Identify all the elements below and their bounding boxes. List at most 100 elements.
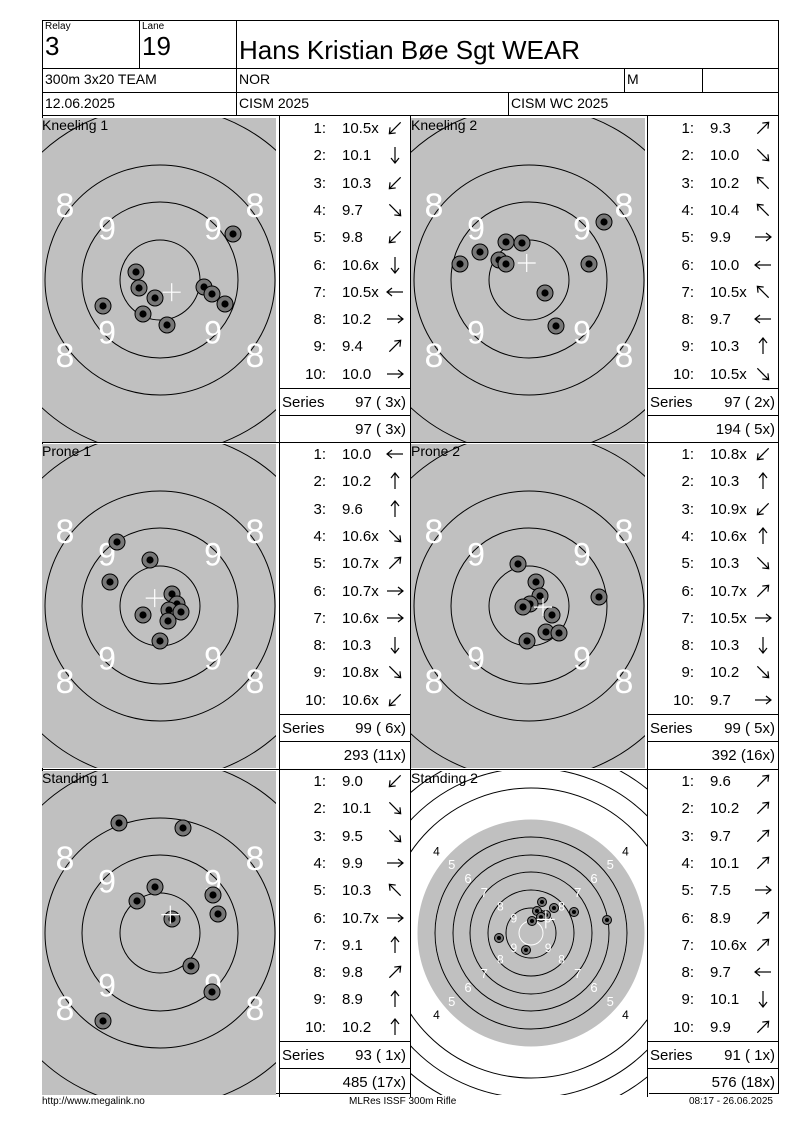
relay-cell: Relay 3 <box>43 21 140 68</box>
shot-hole <box>146 289 164 307</box>
footer-right: 08:17 - 26.06.2025 <box>689 1096 773 1107</box>
shot-number: 2: <box>313 147 326 165</box>
shot-number: 9: <box>313 991 326 1009</box>
panel-title: Kneeling 1 <box>42 118 109 133</box>
cumulative-total-row: 392 (16x) <box>648 741 779 769</box>
svg-text:6: 6 <box>464 871 471 886</box>
shot-score: 9.6 <box>710 773 731 790</box>
shot-score: 10.3 <box>710 555 740 573</box>
shot-number: 3: <box>681 500 694 518</box>
shot-number: 4: <box>313 527 326 545</box>
shot-number: 2: <box>681 473 694 491</box>
shot-score: 10.2 <box>342 1018 372 1036</box>
shot-hole <box>203 285 221 303</box>
shot-row: 1: 10.8x <box>648 441 779 468</box>
shot-hole <box>172 603 190 621</box>
series-total: 93 ( 1x) <box>355 1047 406 1064</box>
event-name: 300m 3x20 TEAM <box>45 71 157 87</box>
shot-score: 9.7 <box>342 201 363 219</box>
direction-arrow-icon <box>384 550 406 577</box>
competition-cell: CISM 2025 <box>237 93 509 115</box>
shot-number: 9: <box>313 664 326 682</box>
lane-value: 19 <box>142 31 171 61</box>
direction-arrow-icon <box>752 279 774 306</box>
shot-score: 10.3 <box>710 637 740 655</box>
shot-number: 1: <box>313 120 326 137</box>
shot-row: 5: 9.9 <box>648 224 779 251</box>
target-2: 8 8 8 8 9 9 9 9 Kneeling 2 <box>411 118 645 442</box>
direction-arrow-icon <box>752 959 774 986</box>
direction-arrow-icon <box>384 142 406 169</box>
panel-title: Standing 2 <box>411 771 478 786</box>
shot-row: 8: 10.3 <box>280 632 410 659</box>
shot-row: 7: 10.5x <box>280 279 410 306</box>
shot-row: 1: 10.0 <box>280 441 410 468</box>
shot-hole <box>536 284 554 302</box>
svg-text:6: 6 <box>464 980 471 995</box>
shot-score: 10.1 <box>342 800 372 818</box>
shot-row: 2: 10.0 <box>648 142 779 169</box>
shot-hole <box>209 905 227 923</box>
lane-label: Lane <box>142 21 165 32</box>
shot-number: 2: <box>313 473 326 491</box>
direction-arrow-icon <box>752 768 774 795</box>
shot-score: 9.8 <box>342 964 363 982</box>
shot-row: 5: 10.3 <box>648 550 779 577</box>
footer-center: MLRes ISSF 300m Rifle <box>349 1096 457 1107</box>
score-column-1: 1: 10.5x 2: 10.1 3: 10.3 4: 9.7 5: 9.8 6: 10.6x 7: 10… <box>279 116 411 444</box>
shot-number: 9: <box>681 338 694 356</box>
direction-arrow-icon <box>752 523 774 550</box>
shot-number: 4: <box>313 201 326 219</box>
shot-hole <box>134 305 152 323</box>
shot-number: 1: <box>681 773 694 790</box>
svg-text:9: 9 <box>98 315 116 351</box>
cumulative-total-row: 194 ( 5x) <box>648 415 779 443</box>
direction-arrow-icon <box>752 142 774 169</box>
shot-number: 6: <box>681 256 694 274</box>
shot-row: 5: 7.5 <box>648 877 779 904</box>
svg-text:8: 8 <box>56 187 75 225</box>
direction-arrow-icon <box>384 877 406 904</box>
shot-score: 10.6x <box>710 527 747 545</box>
shot-hole <box>451 255 469 273</box>
panel-title: Prone 1 <box>42 444 92 459</box>
direction-arrow-icon <box>752 115 774 142</box>
shot-score: 10.5x <box>710 365 747 383</box>
direction-arrow-icon <box>384 306 406 333</box>
shot-row: 3: 10.9x <box>648 496 779 523</box>
shot-score: 10.7x <box>342 555 379 573</box>
shot-score: 10.2 <box>710 800 740 818</box>
svg-text:9: 9 <box>98 864 116 900</box>
cumulative-total-row: 97 ( 3x) <box>280 415 410 443</box>
target-face-2: 8 88 89 99 9 <box>411 118 645 442</box>
direction-arrow-icon <box>752 252 774 279</box>
direction-arrow-icon <box>384 659 406 686</box>
shot-number: 2: <box>313 800 326 818</box>
shot-number: 6: <box>681 582 694 600</box>
series-label: Series <box>650 394 693 411</box>
svg-text:8: 8 <box>497 900 504 914</box>
shot-number: 5: <box>313 555 326 573</box>
direction-arrow-icon <box>384 441 406 468</box>
shot-score: 10.3 <box>342 174 372 192</box>
shot-number: 9: <box>313 338 326 356</box>
svg-text:9: 9 <box>98 641 116 677</box>
target-face-3: 8 88 89 99 9 <box>42 444 276 768</box>
direction-arrow-icon <box>752 578 774 605</box>
direction-arrow-icon <box>384 605 406 632</box>
shot-score: 10.1 <box>342 147 372 165</box>
shot-row: 3: 10.2 <box>648 170 779 197</box>
shot-number: 10: <box>673 1018 694 1036</box>
shot-row: 10: 10.0 <box>280 361 410 388</box>
shot-score: 10.6x <box>342 691 379 709</box>
target-face-4: 8 88 89 99 9 <box>411 444 645 768</box>
direction-arrow-icon <box>384 1014 406 1041</box>
direction-arrow-icon <box>384 361 406 388</box>
svg-text:5: 5 <box>448 994 455 1009</box>
svg-text:8: 8 <box>246 840 265 878</box>
direction-arrow-icon <box>384 850 406 877</box>
series-label: Series <box>282 394 325 411</box>
direction-arrow-icon <box>384 632 406 659</box>
row-divider <box>42 442 779 443</box>
